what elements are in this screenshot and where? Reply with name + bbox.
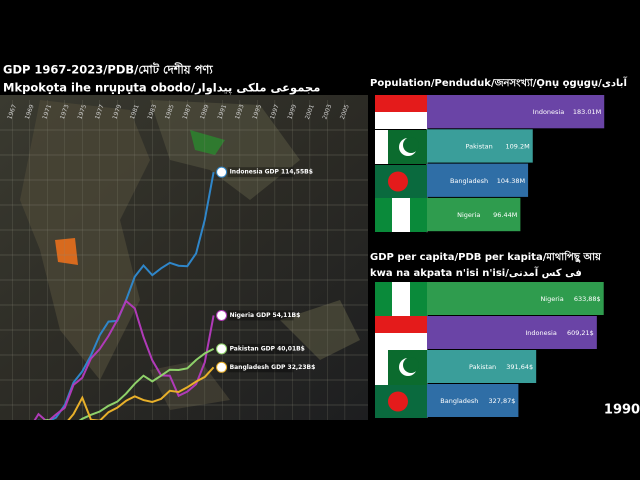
line-end: [216, 166, 228, 178]
end-label: Nigeria GDP 54,11B$: [230, 312, 301, 319]
year-label: 1990: [604, 403, 640, 418]
grid: [0, 129, 368, 406]
x-tick-label: 1991: [216, 103, 228, 120]
category-label: Pakistan: [466, 142, 493, 150]
value-label: 109.2M: [506, 142, 530, 150]
x-tick-label: 1973: [59, 103, 71, 120]
x-tick-label: 2005: [339, 103, 351, 120]
bar: [427, 384, 519, 417]
bar: [427, 95, 605, 129]
x-tick-label: 1985: [164, 103, 176, 120]
value-label: 609,21$: [567, 329, 594, 337]
plot: [33, 172, 215, 420]
x-tick-label: 1997: [269, 103, 281, 120]
value-label: 183.01M: [573, 108, 601, 116]
category-label: Nigeria: [457, 211, 480, 219]
bar: [427, 129, 533, 163]
x-tick-label: 1989: [199, 103, 211, 120]
category-label: Indonesia: [533, 108, 564, 116]
value-label: 391,64$: [506, 363, 533, 371]
x-tick-label: 1977: [94, 103, 106, 120]
x-tick-label: 1995: [251, 103, 263, 120]
value-label: 104.38M: [497, 177, 525, 185]
value-label: 633,88$: [574, 295, 601, 303]
x-tick-label: 1969: [24, 103, 36, 120]
end-label: Indonesia GDP 114,55B$: [230, 169, 313, 176]
chart-title: GDP 1967-2023/PDB/মোট দেশীয় পণ্য: [3, 62, 213, 77]
line: [67, 366, 215, 420]
line-end: [216, 343, 228, 355]
category-label: Nigeria: [540, 295, 563, 303]
line-end: [216, 309, 228, 321]
flags: [375, 95, 427, 418]
x-tick-label: 1981: [129, 103, 141, 120]
value-label: 327,87$: [489, 397, 516, 405]
end-label: Pakistan GDP 40,01B$: [230, 345, 305, 352]
gdp-per-capita-subtitle: kwa na akpata n'isi n'isi/فی کس آمدنی: [370, 266, 582, 279]
x-tick-label: 1971: [41, 103, 53, 120]
bar: [427, 197, 521, 232]
x-tick-label: 1993: [234, 103, 246, 120]
end-label: Bangladesh GDP 32,23B$: [230, 364, 316, 371]
x-tick-label: 1979: [111, 103, 123, 120]
population-title: Population/Penduduk/জনসংখ্যা/Ọnụ ọgụgụ/آ…: [370, 76, 628, 89]
category-label: Indonesia: [525, 329, 556, 337]
line: [42, 348, 215, 420]
x-tick-label: 2001: [304, 103, 316, 120]
end-label-box: [227, 343, 294, 354]
line-end: [216, 361, 228, 373]
bar: [427, 350, 537, 383]
category-label: Bangladesh: [450, 177, 488, 185]
bar: [427, 316, 597, 349]
gdp-per-capita-title: GDP per capita/PDB per kapita/মাথাপিছু আ…: [370, 250, 602, 264]
x-tick-label: 1967: [6, 103, 18, 120]
category-label: Bangladesh: [440, 397, 478, 405]
x-tick-label: 1975: [76, 103, 88, 120]
x-tick-label: 1983: [146, 103, 158, 120]
end-label-box: [227, 310, 294, 321]
map: [0, 95, 368, 420]
bar: [427, 163, 529, 197]
x-tick-label: 1999: [286, 103, 298, 120]
bar: [427, 282, 604, 315]
chart-subtitle: Mkpokọta ihe nrụpụta obodo/مجموعی ملکی پ…: [3, 81, 320, 96]
line: [33, 299, 215, 420]
x-tick-label: 1987: [181, 103, 193, 120]
x-tick-label: 2003: [321, 103, 333, 120]
line: [37, 172, 215, 420]
end-label-box: [227, 362, 294, 373]
value-label: 96.44M: [493, 211, 517, 219]
category-label: Pakistan: [469, 363, 496, 371]
end-label-box: [227, 167, 294, 178]
